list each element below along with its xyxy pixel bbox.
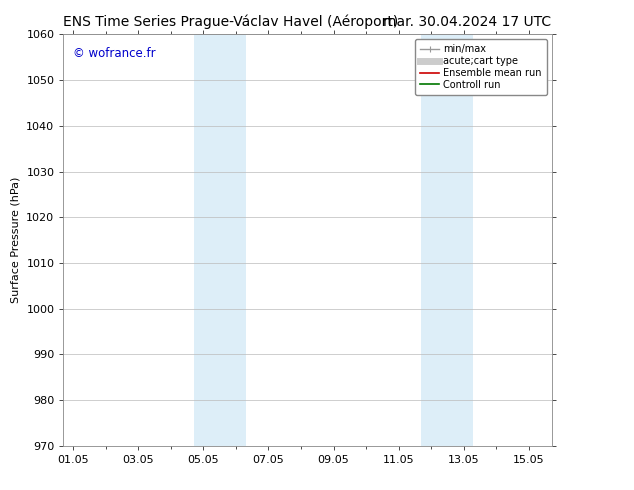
Y-axis label: Surface Pressure (hPa): Surface Pressure (hPa) [11, 177, 21, 303]
Legend: min/max, acute;cart type, Ensemble mean run, Controll run: min/max, acute;cart type, Ensemble mean … [415, 39, 547, 95]
Text: mar. 30.04.2024 17 UTC: mar. 30.04.2024 17 UTC [384, 15, 552, 29]
Bar [422, 34, 474, 446]
Text: ENS Time Series Prague-Václav Havel (Aéroport): ENS Time Series Prague-Václav Havel (Aér… [63, 15, 399, 29]
Text: © wofrance.fr: © wofrance.fr [73, 47, 156, 60]
Bar [193, 34, 245, 446]
